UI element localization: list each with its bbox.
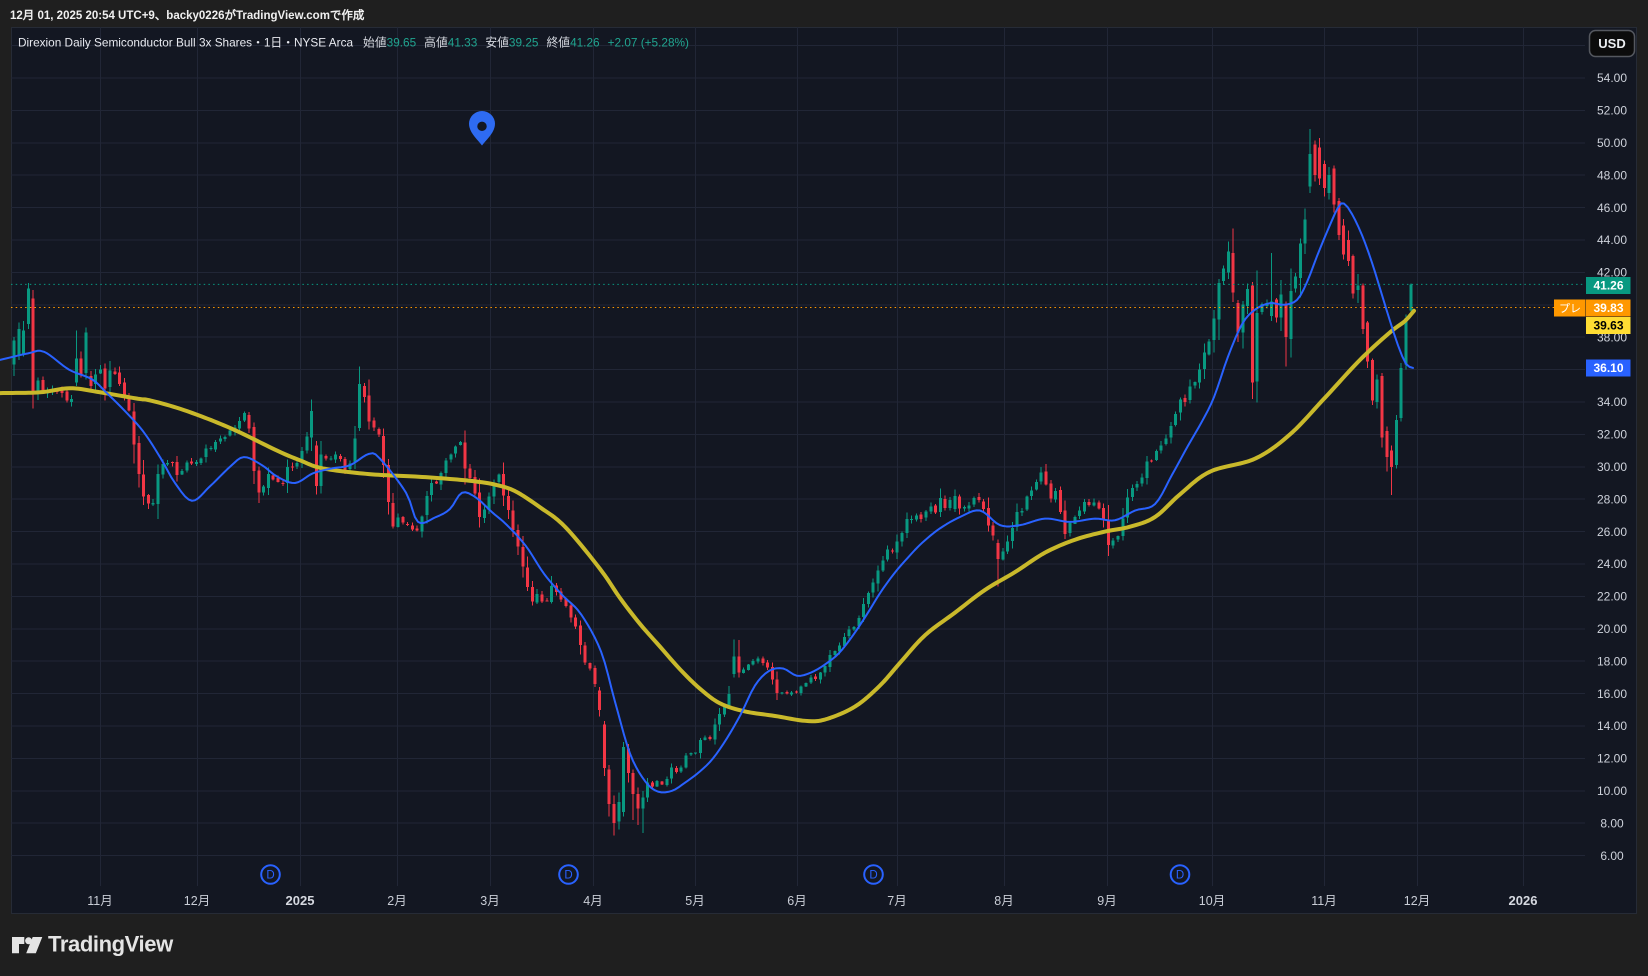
svg-text:14.00: 14.00 xyxy=(1597,719,1627,733)
svg-text:24.00: 24.00 xyxy=(1597,557,1627,571)
svg-text:12月: 12月 xyxy=(1404,894,1430,908)
svg-text:10.00: 10.00 xyxy=(1597,784,1627,798)
svg-text:22.00: 22.00 xyxy=(1597,590,1627,604)
svg-text:39.63: 39.63 xyxy=(1593,319,1623,333)
svg-text:2月: 2月 xyxy=(387,894,406,908)
svg-text:39.83: 39.83 xyxy=(1593,301,1623,315)
svg-text:5月: 5月 xyxy=(685,894,704,908)
svg-text:TradingView: TradingView xyxy=(48,932,174,957)
svg-text:8月: 8月 xyxy=(994,894,1013,908)
svg-text:50.00: 50.00 xyxy=(1597,136,1627,150)
svg-text:34.00: 34.00 xyxy=(1597,395,1627,409)
svg-text:52.00: 52.00 xyxy=(1597,104,1627,118)
svg-text:USD: USD xyxy=(1598,36,1625,51)
svg-text:D: D xyxy=(266,870,274,882)
svg-text:12月 01, 2025 20:54 UTC+9、backy: 12月 01, 2025 20:54 UTC+9、backy0226がTradi… xyxy=(10,8,365,22)
svg-text:11月: 11月 xyxy=(87,894,112,908)
svg-text:28.00: 28.00 xyxy=(1597,492,1627,506)
svg-text:7月: 7月 xyxy=(887,894,906,908)
svg-text:12月: 12月 xyxy=(184,894,210,908)
svg-text:18.00: 18.00 xyxy=(1597,654,1627,668)
svg-text:42.00: 42.00 xyxy=(1597,266,1627,280)
svg-text:32.00: 32.00 xyxy=(1597,428,1627,442)
svg-text:2025: 2025 xyxy=(286,893,315,908)
svg-text:20.00: 20.00 xyxy=(1597,622,1627,636)
svg-text:D: D xyxy=(564,870,572,882)
svg-text:46.00: 46.00 xyxy=(1597,201,1627,215)
svg-text:16.00: 16.00 xyxy=(1597,687,1627,701)
svg-text:D: D xyxy=(869,870,877,882)
svg-text:11月: 11月 xyxy=(1311,894,1336,908)
svg-text:6月: 6月 xyxy=(787,894,806,908)
svg-text:2026: 2026 xyxy=(1509,893,1538,908)
svg-text:26.00: 26.00 xyxy=(1597,525,1627,539)
svg-text:12.00: 12.00 xyxy=(1597,752,1627,766)
svg-text:6.00: 6.00 xyxy=(1600,849,1624,863)
svg-text:48.00: 48.00 xyxy=(1597,168,1627,182)
svg-text:プレ: プレ xyxy=(1559,302,1581,315)
svg-text:Direxion Daily Semiconductor B: Direxion Daily Semiconductor Bull 3x Sha… xyxy=(18,36,689,50)
svg-text:36.10: 36.10 xyxy=(1593,361,1623,375)
svg-text:4月: 4月 xyxy=(583,894,602,908)
svg-text:9月: 9月 xyxy=(1097,894,1116,908)
svg-text:54.00: 54.00 xyxy=(1597,71,1627,85)
svg-text:41.26: 41.26 xyxy=(1593,279,1623,293)
svg-text:D: D xyxy=(1176,870,1184,882)
svg-text:30.00: 30.00 xyxy=(1597,460,1627,474)
svg-text:8.00: 8.00 xyxy=(1600,816,1624,830)
svg-text:44.00: 44.00 xyxy=(1597,233,1627,247)
svg-text:3月: 3月 xyxy=(480,894,499,908)
svg-text:10月: 10月 xyxy=(1199,894,1225,908)
